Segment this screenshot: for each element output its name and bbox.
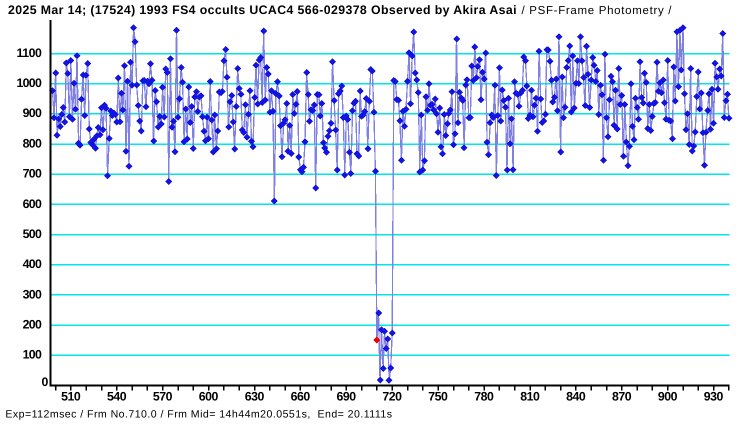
svg-text:100: 100 [23, 348, 42, 362]
svg-text:1000: 1000 [17, 76, 42, 90]
svg-text:500: 500 [23, 227, 42, 241]
svg-text:660: 660 [291, 390, 311, 404]
svg-text:600: 600 [199, 390, 219, 404]
svg-text:0: 0 [42, 375, 49, 389]
svg-text:700: 700 [23, 167, 42, 181]
svg-text:930: 930 [704, 390, 724, 404]
svg-text:900: 900 [658, 390, 678, 404]
svg-text:630: 630 [245, 390, 265, 404]
svg-text:/ PSF-Frame Photometry /: / PSF-Frame Photometry / [522, 5, 673, 17]
svg-text:200: 200 [23, 318, 42, 332]
svg-text:540: 540 [107, 390, 127, 404]
svg-text:780: 780 [474, 390, 494, 404]
svg-text:900: 900 [23, 106, 42, 120]
svg-text:810: 810 [520, 390, 540, 404]
svg-text:870: 870 [612, 390, 632, 404]
svg-text:840: 840 [566, 390, 586, 404]
svg-text:720: 720 [382, 390, 402, 404]
svg-text:690: 690 [337, 390, 357, 404]
svg-text:300: 300 [23, 287, 42, 301]
svg-text:600: 600 [23, 197, 42, 211]
svg-text:2025 Mar 14; (17524) 1993 FS4: 2025 Mar 14; (17524) 1993 FS4 occults UC… [8, 3, 517, 17]
svg-text:570: 570 [153, 390, 173, 404]
svg-text:510: 510 [61, 390, 81, 404]
svg-text:Exp=112msec / Frm No.710.0 / F: Exp=112msec / Frm No.710.0 / Frm Mid= 14… [5, 409, 392, 421]
svg-text:750: 750 [428, 390, 448, 404]
svg-text:800: 800 [23, 136, 42, 150]
svg-text:400: 400 [23, 257, 42, 271]
svg-text:1100: 1100 [17, 46, 42, 60]
